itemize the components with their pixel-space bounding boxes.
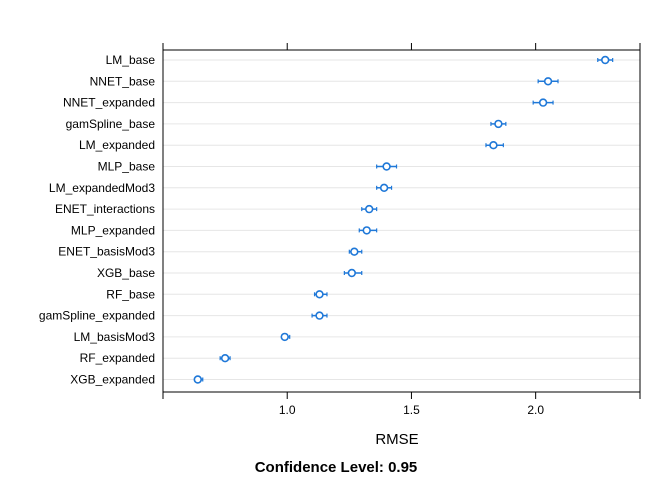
data-point bbox=[193, 375, 202, 384]
category-label: RF_base bbox=[106, 287, 155, 301]
category-label: MLP_base bbox=[98, 160, 156, 174]
data-point bbox=[350, 247, 359, 256]
category-label: LM_expandedMod3 bbox=[49, 181, 155, 195]
data-point bbox=[538, 98, 548, 107]
data-points bbox=[193, 55, 614, 384]
category-label: NNET_base bbox=[90, 74, 156, 88]
category-label: gamSpline_expanded bbox=[39, 309, 155, 323]
data-point bbox=[280, 332, 289, 342]
data-point bbox=[220, 354, 230, 363]
grid-lines bbox=[163, 59, 640, 380]
data-point bbox=[365, 204, 374, 214]
category-label: ENET_basisMod3 bbox=[58, 245, 155, 259]
category-label: gamSpline_base bbox=[66, 117, 156, 131]
data-point bbox=[347, 268, 357, 278]
data-point bbox=[315, 290, 324, 299]
x-axis-title: RMSE bbox=[375, 431, 418, 448]
confidence-level-caption: Confidence Level: 0.95 bbox=[255, 459, 418, 476]
data-point bbox=[601, 55, 610, 65]
x-tick-label: 2.0 bbox=[527, 403, 544, 417]
category-label: ENET_interactions bbox=[55, 202, 155, 216]
data-point bbox=[362, 226, 371, 235]
data-point bbox=[315, 311, 324, 320]
x-tick-label: 1.5 bbox=[403, 403, 420, 417]
category-label: XGB_base bbox=[97, 266, 155, 280]
plot-frame bbox=[162, 49, 641, 393]
category-label: LM_basisMod3 bbox=[74, 330, 156, 344]
category-label: LM_expanded bbox=[79, 138, 155, 152]
x-axis-ticks: 1.0 1.5 2.0 bbox=[162, 43, 641, 417]
category-label: XGB_expanded bbox=[70, 373, 155, 387]
x-tick-label: 1.0 bbox=[279, 403, 296, 417]
category-label: RF_expanded bbox=[80, 351, 155, 365]
category-label: LM_base bbox=[106, 53, 156, 67]
data-point bbox=[382, 162, 391, 171]
data-point bbox=[494, 119, 503, 129]
data-point bbox=[489, 141, 498, 150]
category-label: MLP_expanded bbox=[71, 223, 155, 237]
category-labels: LM_base NNET_base NNET_expanded gamSpline_b… bbox=[39, 53, 155, 387]
data-point bbox=[379, 183, 389, 193]
data-point bbox=[543, 77, 553, 86]
category-label: NNET_expanded bbox=[63, 96, 155, 110]
